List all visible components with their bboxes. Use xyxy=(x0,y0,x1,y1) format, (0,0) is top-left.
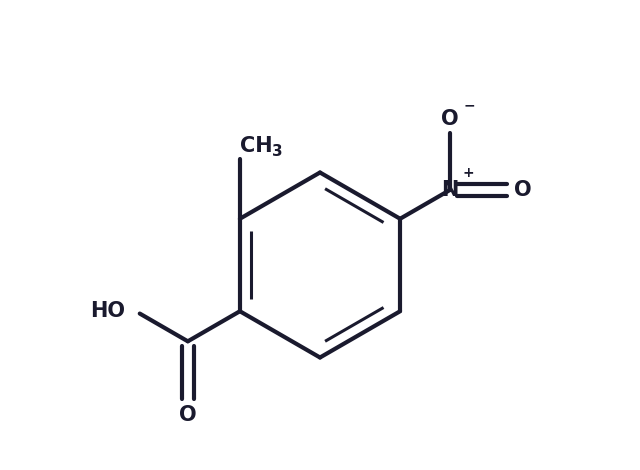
Text: +: + xyxy=(463,165,475,180)
Text: HO: HO xyxy=(90,301,125,321)
Text: CH: CH xyxy=(240,136,273,156)
Text: 3: 3 xyxy=(273,144,283,159)
Text: O: O xyxy=(513,180,531,200)
Text: O: O xyxy=(179,406,196,425)
Text: O: O xyxy=(441,109,459,129)
Text: N: N xyxy=(441,180,458,200)
Text: −: − xyxy=(464,98,476,112)
